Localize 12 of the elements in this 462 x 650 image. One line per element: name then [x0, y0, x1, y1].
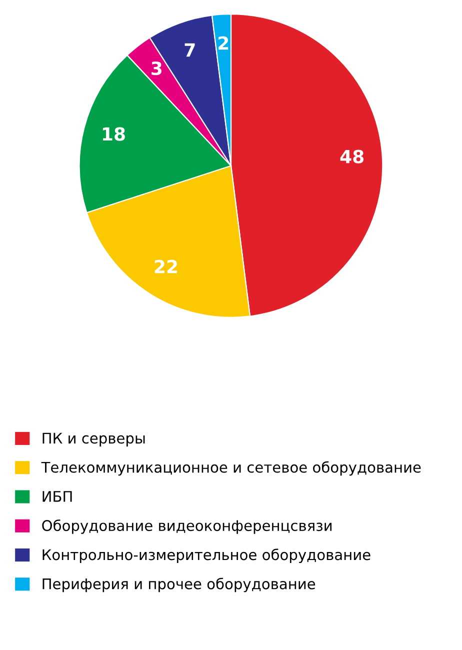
- data-label: 7: [184, 43, 195, 57]
- data-label: 48: [340, 150, 364, 164]
- legend-label: ПК и серверы: [42, 432, 145, 446]
- legend-label: Контрольно-измерительное оборудование: [42, 548, 370, 564]
- legend-label: ИБП: [42, 491, 72, 502]
- data-label: 18: [102, 127, 125, 141]
- legend-label: Периферия и прочее оборудование: [42, 578, 316, 592]
- data-label: 3: [152, 61, 162, 76]
- legend-label: Телекоммуникационное и сетевое оборудование: [41, 461, 421, 476]
- data-label: 22: [154, 260, 177, 274]
- legend-label: Оборудование видеоконференцсвязи: [42, 520, 332, 534]
- data-label: 2: [218, 36, 228, 50]
